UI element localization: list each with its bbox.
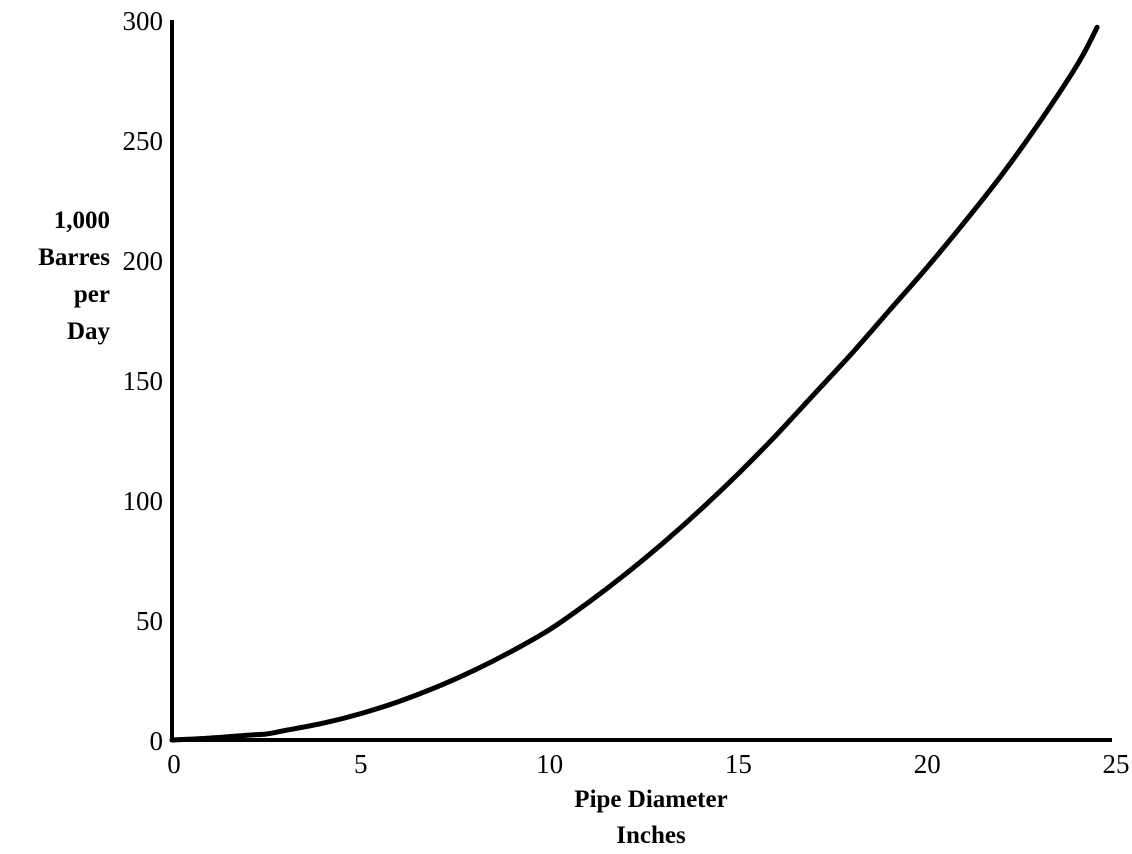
- y-tick-label: 250: [123, 126, 164, 156]
- x-tick-label: 15: [725, 749, 752, 779]
- x-axis-title: Pipe Diameter Inches: [574, 786, 727, 849]
- x-axis-title-line: Pipe Diameter: [574, 786, 727, 813]
- x-tick-label: 20: [914, 749, 941, 779]
- y-axis-title-line: per: [74, 281, 110, 308]
- y-tick-label: 200: [123, 246, 164, 276]
- y-tick-labels: 0 50 100 150 200 250 300: [123, 6, 164, 756]
- x-axis-title-line: Inches: [616, 822, 686, 849]
- x-tick-label: 25: [1103, 749, 1130, 779]
- y-axis-title: 1,000 Barres per Day: [38, 207, 110, 345]
- x-tick-label: 10: [536, 749, 563, 779]
- series-line-0: [169, 24, 1100, 743]
- y-tick-label: 50: [136, 606, 163, 636]
- plot-area: [169, 20, 1112, 743]
- y-axis-title-line: 1,000: [54, 207, 110, 234]
- x-tick-label: 0: [167, 749, 181, 779]
- y-tick-label: 0: [150, 726, 164, 756]
- y-tick-label: 300: [123, 6, 164, 36]
- y-tick-label: 100: [123, 486, 164, 516]
- series-group: [169, 24, 1100, 743]
- y-axis-title-line: Barres: [38, 244, 110, 271]
- y-axis-title-line: Day: [67, 318, 111, 345]
- x-tick-labels: 0 5 10 15 20 25: [167, 749, 1129, 779]
- y-tick-label: 150: [123, 366, 164, 396]
- x-tick-label: 5: [354, 749, 368, 779]
